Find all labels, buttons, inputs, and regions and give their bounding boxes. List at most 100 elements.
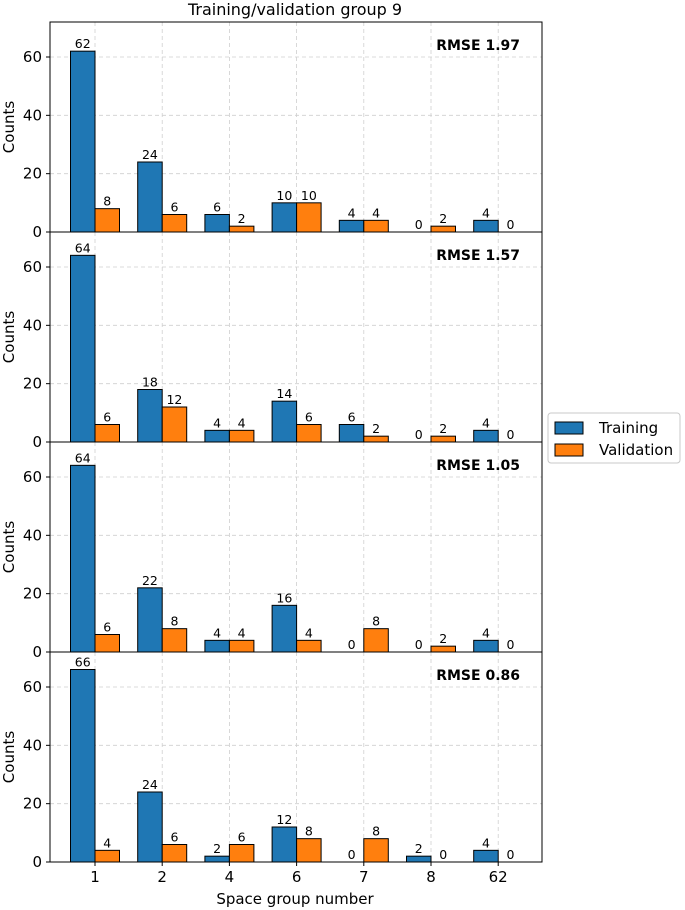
- bar-value-label: 2: [439, 631, 447, 646]
- bar-value-label: 66: [75, 655, 91, 670]
- bar-value-label: 0: [415, 637, 423, 652]
- y-tick-label: 40: [23, 106, 42, 124]
- bar-value-label: 4: [103, 835, 111, 850]
- x-tick-label: 7: [359, 868, 369, 886]
- bar-training: [204, 855, 230, 863]
- bar-value-label: 4: [348, 205, 356, 220]
- bar-training: [70, 669, 96, 863]
- y-tick-label: 60: [23, 678, 42, 696]
- x-tick-label: 2: [157, 868, 167, 886]
- y-tick-label: 60: [23, 48, 42, 66]
- legend-label-validation: Validation: [599, 441, 673, 459]
- bar-validation: [430, 435, 456, 443]
- bar-value-label: 8: [372, 614, 380, 629]
- bar-validation: [161, 628, 188, 653]
- x-tick-label: 4: [225, 868, 235, 886]
- y-axis-title: Counts: [0, 101, 18, 154]
- bar-value-label: 4: [482, 205, 490, 220]
- bar-value-label: 14: [276, 386, 292, 401]
- bar-value-label: 6: [305, 410, 313, 425]
- bar-value-label: 8: [170, 614, 178, 629]
- bar-value-label: 16: [276, 590, 292, 605]
- bar-validation: [363, 219, 389, 233]
- chart-title: Training/validation group 9: [187, 0, 402, 19]
- bar-validation: [296, 424, 322, 443]
- bar-validation: [363, 435, 389, 443]
- bar-value-label: 2: [213, 841, 221, 856]
- bar-value-label: 4: [482, 835, 490, 850]
- bar-value-label: 0: [506, 427, 514, 442]
- bar-value-label: 64: [75, 450, 91, 465]
- bar-value-label: 4: [482, 625, 490, 640]
- bar-value-label: 2: [372, 421, 380, 436]
- bar-validation: [94, 208, 120, 233]
- bar-value-label: 6: [170, 200, 178, 215]
- bar-validation: [94, 634, 120, 653]
- bar-training: [473, 219, 499, 233]
- bar-value-label: 4: [482, 415, 490, 430]
- bar-training: [137, 161, 163, 233]
- y-tick-label: 0: [32, 853, 42, 871]
- x-tick-label: 6: [292, 868, 302, 886]
- bar-validation: [296, 202, 322, 233]
- y-axis-title: Counts: [0, 311, 18, 364]
- bar-value-label: 2: [415, 841, 423, 856]
- bar-validation: [161, 214, 188, 233]
- bar-value-label: 8: [372, 824, 380, 839]
- bar-value-label: 4: [305, 625, 313, 640]
- bar-value-label: 4: [213, 415, 221, 430]
- bar-training: [204, 639, 230, 653]
- legend-swatch-validation: [554, 443, 584, 457]
- bar-value-label: 6: [213, 200, 221, 215]
- bar-value-label: 12: [166, 392, 182, 407]
- bar-training: [473, 429, 499, 443]
- bar-value-label: 10: [276, 188, 292, 203]
- bar-training: [204, 214, 230, 233]
- y-tick-label: 20: [23, 585, 42, 603]
- bar-training: [473, 639, 499, 653]
- y-axis-title: Counts: [0, 731, 18, 784]
- bar-validation: [228, 639, 255, 653]
- bar-training: [406, 855, 432, 863]
- legend-swatch-training: [554, 421, 584, 435]
- bar-training: [271, 400, 298, 443]
- y-tick-label: 0: [32, 223, 42, 241]
- bar-validation: [430, 225, 456, 233]
- bar-value-label: 62: [75, 36, 91, 51]
- y-tick-label: 20: [23, 795, 42, 813]
- legend: Training Validation: [547, 412, 681, 464]
- bar-value-label: 2: [439, 421, 447, 436]
- bar-training: [70, 464, 96, 653]
- rmse-annotation: RMSE 1.97: [436, 38, 520, 54]
- bar-value-label: 18: [142, 375, 158, 390]
- bar-value-label: 6: [103, 410, 111, 425]
- bar-training: [338, 424, 365, 443]
- y-axis-title: Counts: [0, 521, 18, 574]
- bar-value-label: 12: [276, 812, 292, 827]
- bar-value-label: 6: [170, 830, 178, 845]
- bar-training: [271, 826, 298, 863]
- y-tick-label: 20: [23, 375, 42, 393]
- bar-validation: [430, 645, 456, 653]
- bar-value-label: 2: [238, 211, 246, 226]
- y-tick-label: 40: [23, 736, 42, 754]
- legend-label-training: Training: [598, 419, 658, 437]
- y-tick-label: 60: [23, 258, 42, 276]
- y-tick-label: 40: [23, 526, 42, 544]
- bar-value-label: 6: [238, 830, 246, 845]
- bar-value-label: 2: [439, 211, 447, 226]
- x-tick-label: 62: [489, 868, 508, 886]
- bar-value-label: 24: [142, 777, 158, 792]
- bar-value-label: 0: [506, 637, 514, 652]
- bar-validation: [363, 838, 389, 863]
- rmse-annotation: RMSE 0.86: [436, 668, 520, 684]
- bar-value-label: 0: [415, 217, 423, 232]
- x-tick-label: 8: [426, 868, 436, 886]
- bar-validation: [161, 406, 188, 443]
- bar-training: [204, 429, 230, 443]
